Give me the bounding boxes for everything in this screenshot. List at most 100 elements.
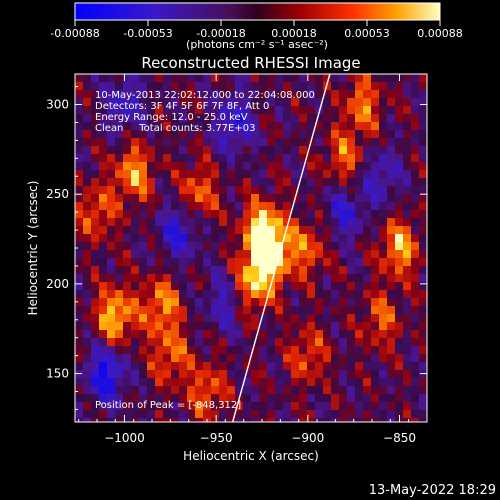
heatmap-cell (411, 290, 419, 298)
heatmap-cell (275, 226, 283, 234)
heatmap-cell (75, 290, 83, 298)
heatmap-cell (139, 186, 147, 194)
heatmap-cell (283, 186, 291, 194)
heatmap-cell (379, 354, 387, 362)
heatmap-cell (139, 138, 147, 146)
heatmap-cell (251, 106, 259, 114)
heatmap-cell (163, 106, 171, 114)
heatmap-cell (259, 354, 267, 362)
heatmap-cell (243, 322, 251, 330)
heatmap-cell (99, 218, 107, 226)
heatmap-cell (419, 170, 427, 178)
heatmap-cell (323, 274, 331, 282)
heatmap-cell (259, 258, 267, 266)
heatmap-cell (163, 258, 171, 266)
heatmap-cell (123, 114, 131, 122)
heatmap-cell (147, 154, 155, 162)
heatmap-cell (187, 234, 195, 242)
heatmap-cell (299, 282, 307, 290)
heatmap-cell (355, 242, 363, 250)
heatmap-cell (403, 82, 411, 90)
heatmap-cell (107, 170, 115, 178)
heatmap-cell (307, 274, 315, 282)
heatmap-cell (251, 314, 259, 322)
heatmap-cell (363, 378, 371, 386)
heatmap-cell (115, 394, 123, 402)
heatmap-cell (147, 202, 155, 210)
x-tick-label: −1000 (104, 431, 145, 445)
heatmap-cell (211, 194, 219, 202)
heatmap-cell (83, 82, 91, 90)
heatmap-cell (131, 130, 139, 138)
heatmap-cell (267, 418, 275, 422)
heatmap-cell (155, 226, 163, 234)
heatmap-cell (91, 250, 99, 258)
heatmap-cell (139, 322, 147, 330)
heatmap-cell (371, 106, 379, 114)
heatmap-cell (179, 314, 187, 322)
colorbar-tick-label: -0.00088 (50, 27, 99, 40)
heatmap-cell (147, 322, 155, 330)
heatmap-cell (83, 210, 91, 218)
heatmap-cell (123, 162, 131, 170)
heatmap-cell (131, 82, 139, 90)
heatmap-cell (403, 138, 411, 146)
heatmap-cell (347, 386, 355, 394)
heatmap-cell (131, 330, 139, 338)
heatmap-cell (75, 146, 83, 154)
heatmap-cell (227, 250, 235, 258)
heatmap-cell (91, 74, 99, 82)
heatmap-cell (243, 170, 251, 178)
heatmap-cell (291, 122, 299, 130)
heatmap-cell (227, 146, 235, 154)
heatmap-cell (419, 338, 427, 346)
heatmap-cell (115, 154, 123, 162)
heatmap-cell (131, 258, 139, 266)
heatmap-cell (387, 138, 395, 146)
heatmap-cell (259, 234, 267, 242)
heatmap-cell (267, 314, 275, 322)
heatmap-cell (83, 146, 91, 154)
heatmap-cell (315, 146, 323, 154)
heatmap-cell (283, 306, 291, 314)
heatmap-cell (379, 90, 387, 98)
heatmap-cell (187, 282, 195, 290)
heatmap-cell (419, 218, 427, 226)
heatmap-cell (99, 234, 107, 242)
heatmap-cell (243, 330, 251, 338)
heatmap-cell (99, 202, 107, 210)
heatmap-cell (339, 354, 347, 362)
heatmap-cell (115, 114, 123, 122)
heatmap-cell (395, 354, 403, 362)
heatmap-cell (283, 194, 291, 202)
heatmap-cell (331, 306, 339, 314)
heatmap-cell (83, 338, 91, 346)
heatmap-cell (91, 186, 99, 194)
heatmap-cell (355, 130, 363, 138)
heatmap-cell (123, 74, 131, 82)
heatmap-cell (251, 274, 259, 282)
heatmap-cell (187, 338, 195, 346)
heatmap-cell (379, 186, 387, 194)
heatmap-cell (259, 202, 267, 210)
heatmap-cell (419, 138, 427, 146)
heatmap-cell (75, 242, 83, 250)
heatmap-cell (99, 130, 107, 138)
heatmap-cell (307, 234, 315, 242)
heatmap-cell (315, 266, 323, 274)
heatmap-cell (403, 290, 411, 298)
heatmap-cell (411, 234, 419, 242)
heatmap-cell (155, 162, 163, 170)
heatmap-cell (227, 106, 235, 114)
heatmap-cell (99, 298, 107, 306)
heatmap-cell (403, 346, 411, 354)
heatmap-cell (75, 386, 83, 394)
heatmap-cell (227, 226, 235, 234)
heatmap-cell (147, 114, 155, 122)
heatmap-cell (91, 194, 99, 202)
heatmap-cell (379, 314, 387, 322)
heatmap-cell (323, 306, 331, 314)
heatmap-cell (307, 106, 315, 114)
heatmap-cell (219, 138, 227, 146)
heatmap-cell (91, 282, 99, 290)
